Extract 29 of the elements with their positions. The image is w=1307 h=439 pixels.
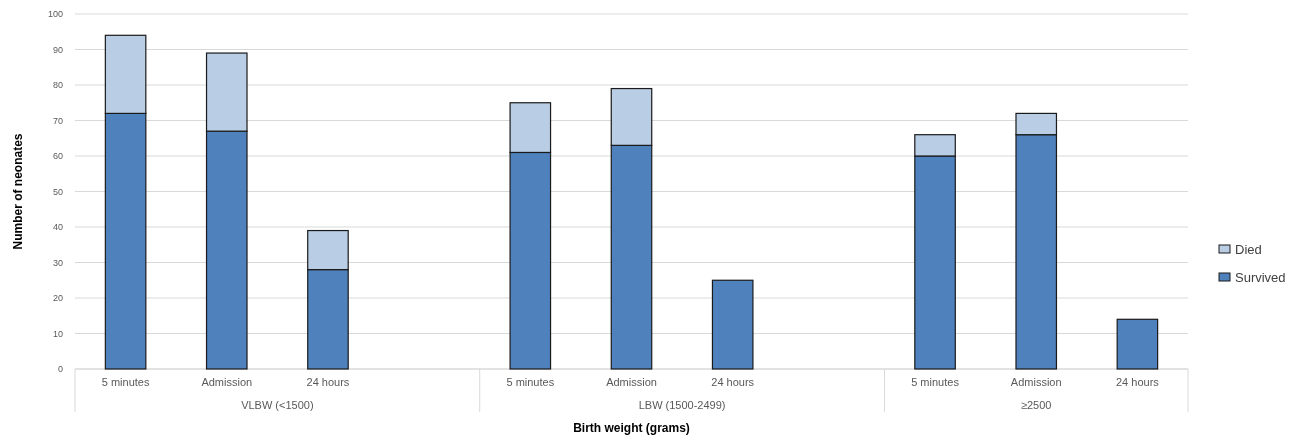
x-tick-label: 24 hours <box>306 376 350 388</box>
y-tick-label: 10 <box>52 328 63 339</box>
y-axis-title: Number of neonates <box>11 133 25 250</box>
y-tick-label: 80 <box>52 80 63 91</box>
x-tick-label: 24 hours <box>1116 376 1160 388</box>
legend-label: Survived <box>1235 269 1286 285</box>
x-tick-label: 5 minutes <box>101 376 150 388</box>
y-tick-label: 30 <box>52 257 63 268</box>
x-tick-label: Admission <box>1010 376 1062 388</box>
x-axis-title: Birth weight (grams) <box>573 421 690 435</box>
bar <box>1116 318 1159 370</box>
x-tick-label: 5 minutes <box>506 376 555 388</box>
bar <box>711 279 754 370</box>
text: VLBW (<1500) <box>241 399 314 411</box>
y-tick-label: 60 <box>52 151 63 162</box>
y-tick-label: 40 <box>52 222 63 233</box>
text: LBW (1500-2499) <box>638 399 726 411</box>
y-tick-label: 20 <box>52 293 63 304</box>
y-tick-label: 50 <box>52 186 63 197</box>
y-tick-label: 100 <box>47 9 63 20</box>
y-tick-label: 0 <box>57 364 63 375</box>
x-tick-label: Admission <box>606 376 657 388</box>
text: ≥2500 <box>1020 399 1052 411</box>
x-tick-label: Admission <box>201 376 253 388</box>
x-tick-label: 5 minutes <box>911 376 960 388</box>
y-tick-label: 70 <box>52 115 63 126</box>
legend-label: Died <box>1235 241 1262 257</box>
y-tick-label: 90 <box>52 44 63 55</box>
x-tick-label: 24 hours <box>711 376 755 388</box>
